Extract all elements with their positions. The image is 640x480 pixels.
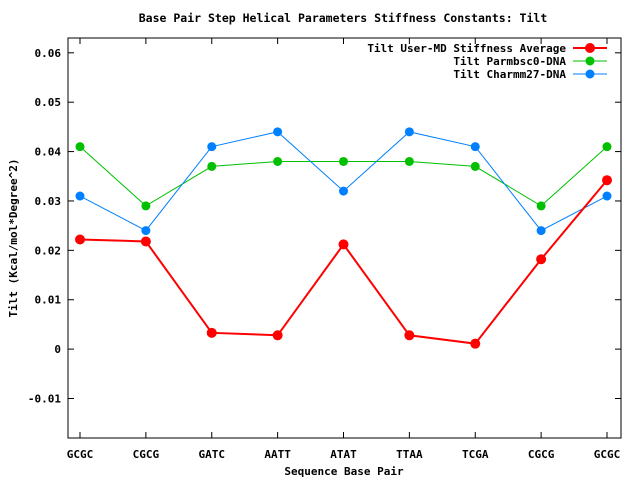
data-point [536, 226, 546, 236]
data-point [470, 161, 480, 171]
y-tick-label: 0 [54, 343, 61, 356]
data-point [602, 175, 612, 186]
y-tick-label: 0.06 [35, 47, 62, 60]
data-point [470, 142, 480, 152]
x-axis-label: Sequence Base Pair [284, 465, 404, 478]
x-tick-label: CGCG [133, 448, 160, 461]
data-point [339, 186, 348, 196]
legend-label: Tilt User-MD Stiffness Average [367, 42, 566, 55]
y-tick-label: 0.03 [35, 195, 62, 208]
series-2 [75, 127, 612, 236]
series-1 [75, 142, 612, 211]
data-point [75, 142, 85, 152]
x-axis: GCGC CGCG GATC AATT ATAT TTAA TCGA CGCG GCGC [67, 38, 621, 461]
chart-title: Base Pair Step Helical Parameters Stiffn… [139, 11, 548, 25]
y-tick-label: 0.02 [35, 244, 62, 257]
x-tick-label: TTAA [396, 448, 423, 461]
legend-swatch-marker [585, 69, 595, 79]
data-point [338, 239, 349, 250]
x-tick-label: GCGC [594, 448, 621, 461]
y-axis-label: Tilt (Kcal/mol*Degree^2) [7, 159, 20, 318]
data-point [273, 127, 283, 137]
legend-swatch-marker [585, 43, 595, 53]
data-point [207, 161, 217, 171]
data-point [536, 254, 547, 265]
y-tick-label: 0.04 [35, 146, 62, 159]
legend-label: Tilt Charmm27-DNA [453, 68, 566, 81]
series-line [79, 146, 608, 207]
legend-swatch-marker [585, 56, 595, 66]
y-tick-label: 0.05 [35, 96, 62, 109]
series-0 [75, 175, 612, 349]
data-point [273, 156, 283, 166]
series-line [79, 179, 608, 345]
x-tick-label: GCGC [67, 448, 94, 461]
data-point [404, 330, 415, 341]
x-tick-label: GATC [199, 448, 226, 461]
y-axis: -0.01 0 0.01 0.02 0.03 0.04 0.05 0.06 [28, 47, 621, 405]
y-tick-label: 0.01 [35, 294, 62, 307]
data-point [75, 234, 85, 245]
data-point [339, 156, 348, 166]
x-tick-label: TCGA [462, 448, 489, 461]
series-line [79, 131, 608, 232]
data-point [140, 236, 151, 247]
legend-label: Tilt Parmbsc0-DNA [453, 55, 566, 68]
y-tick-label: -0.01 [28, 392, 61, 405]
data-point [404, 156, 414, 166]
data-point [404, 127, 414, 137]
x-tick-label: ATAT [330, 448, 357, 461]
data-point [272, 330, 283, 341]
x-tick-label: AATT [264, 448, 291, 461]
data-point [470, 338, 481, 349]
series-layer [75, 127, 612, 349]
data-point [75, 191, 85, 201]
x-tick-label: CGCG [528, 448, 555, 461]
data-point [207, 142, 217, 152]
data-point [602, 142, 612, 152]
plot-frame [67, 37, 622, 439]
data-point [141, 201, 151, 211]
data-point [536, 201, 546, 211]
data-point [602, 191, 612, 201]
data-point [206, 327, 217, 338]
data-point [141, 226, 151, 236]
